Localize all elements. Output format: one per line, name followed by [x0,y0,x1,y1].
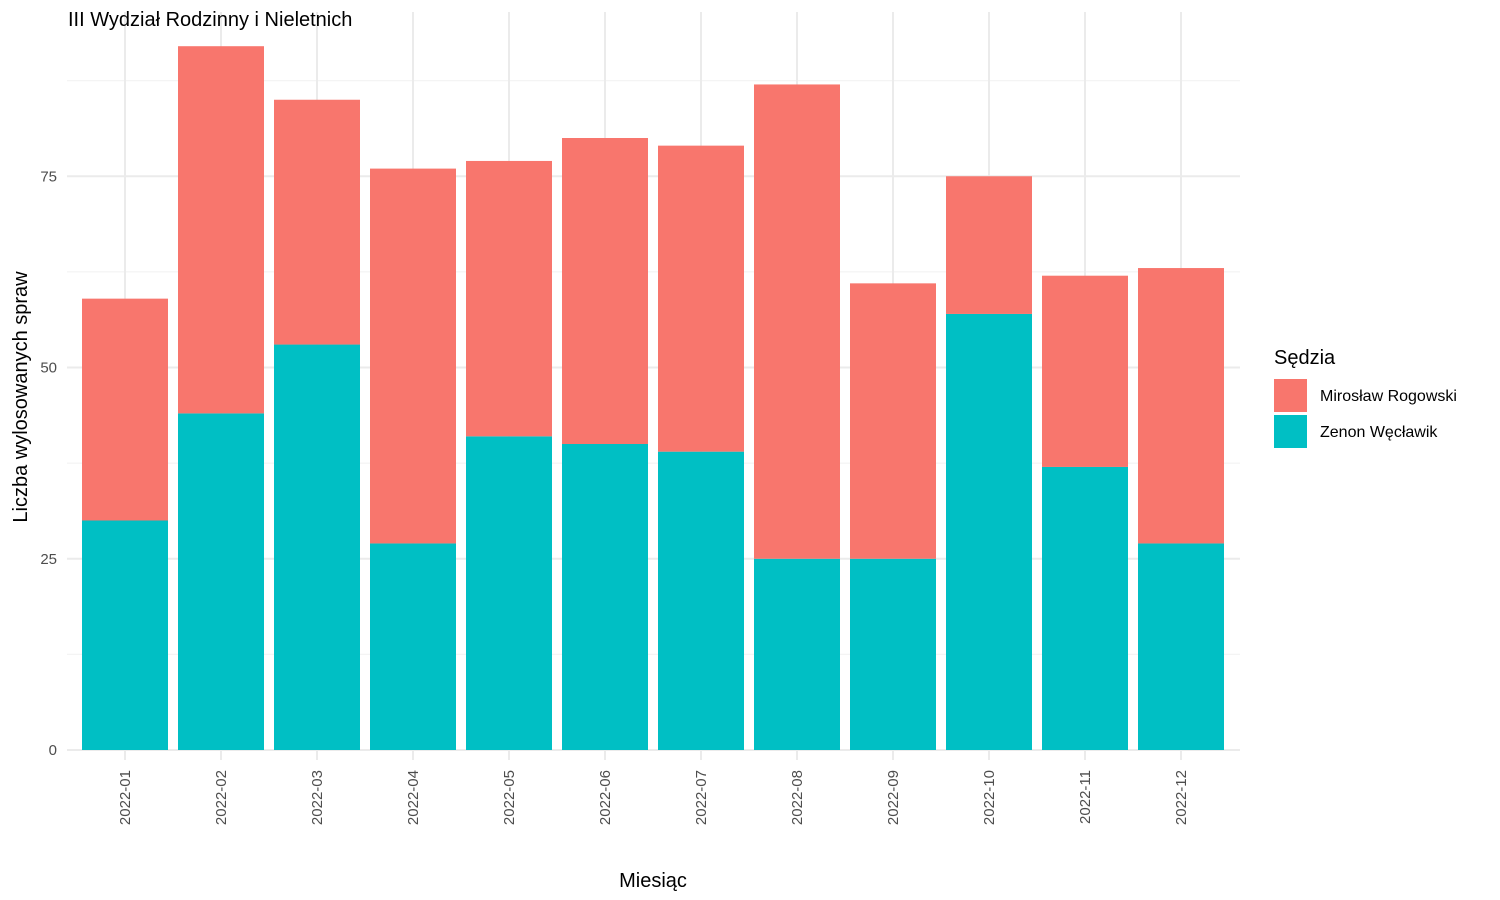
y-tick-label: 0 [49,742,57,759]
x-axis-ticks: 2022-01 2022-02 2022-03 2022-04 2022-05 2022-… [117,770,1190,825]
bars [82,46,1224,750]
bar-zenon-weclawik-2022-08 [754,558,840,750]
bar-zenon-weclawik-2022-07 [658,451,744,750]
x-tick-label: 2022-02 [213,770,230,825]
legend: Sędzia Mirosław Rogowski Zenon Węcławik [1274,347,1457,448]
bar-miroslaw-rogowski-2022-01 [82,298,168,521]
bar-miroslaw-rogowski-2022-09 [850,283,936,559]
legend-title: Sędzia [1274,347,1336,369]
x-tick-label: 2022-01 [117,770,134,825]
y-axis-title: Liczba wylosowanych spraw [10,271,32,523]
chart-title: III Wydział Rodzinny i Nieletnich [68,9,352,31]
x-tick-label: 2022-05 [501,770,518,825]
x-tick-label: 2022-08 [789,770,806,825]
x-tick-label: 2022-09 [885,770,902,825]
legend-swatch-zenon-weclawik [1274,415,1307,448]
legend-label-miroslaw-rogowski: Mirosław Rogowski [1320,388,1457,405]
bar-miroslaw-rogowski-2022-05 [466,160,552,437]
x-tick-label: 2022-10 [981,770,998,825]
y-tick-label: 75 [40,168,57,185]
bar-zenon-weclawik-2022-09 [850,558,936,750]
bar-zenon-weclawik-2022-11 [1042,466,1128,750]
bar-miroslaw-rogowski-2022-10 [946,176,1032,314]
y-axis-ticks: 0 25 50 75 [40,168,57,759]
bar-miroslaw-rogowski-2022-03 [274,99,360,345]
bar-miroslaw-rogowski-2022-06 [562,138,648,444]
bar-zenon-weclawik-2022-04 [370,543,456,750]
x-axis-title: Miesiąc [619,870,687,892]
legend-label-zenon-weclawik: Zenon Węcławik [1320,424,1438,441]
bar-miroslaw-rogowski-2022-11 [1042,275,1128,467]
x-tick-label: 2022-03 [309,770,326,825]
bar-miroslaw-rogowski-2022-04 [370,168,456,544]
bar-miroslaw-rogowski-2022-02 [178,46,264,414]
x-tick-label: 2022-06 [597,770,614,825]
bar-miroslaw-rogowski-2022-12 [1138,268,1224,544]
y-tick-label: 50 [40,360,57,377]
bar-zenon-weclawik-2022-06 [562,444,648,750]
legend-swatch-miroslaw-rogowski [1274,379,1307,412]
bar-miroslaw-rogowski-2022-07 [658,145,744,452]
bar-zenon-weclawik-2022-01 [82,520,168,750]
y-tick-label: 25 [40,551,57,568]
bar-miroslaw-rogowski-2022-08 [754,84,840,559]
bar-zenon-weclawik-2022-10 [946,313,1032,750]
x-tick-label: 2022-04 [405,770,422,825]
bar-zenon-weclawik-2022-03 [274,344,360,750]
bar-zenon-weclawik-2022-05 [466,436,552,750]
x-tick-label: 2022-07 [693,770,710,825]
bar-zenon-weclawik-2022-02 [178,413,264,750]
x-tick-label: 2022-12 [1173,770,1190,825]
bar-zenon-weclawik-2022-12 [1138,543,1224,750]
x-tick-label: 2022-11 [1077,770,1094,824]
